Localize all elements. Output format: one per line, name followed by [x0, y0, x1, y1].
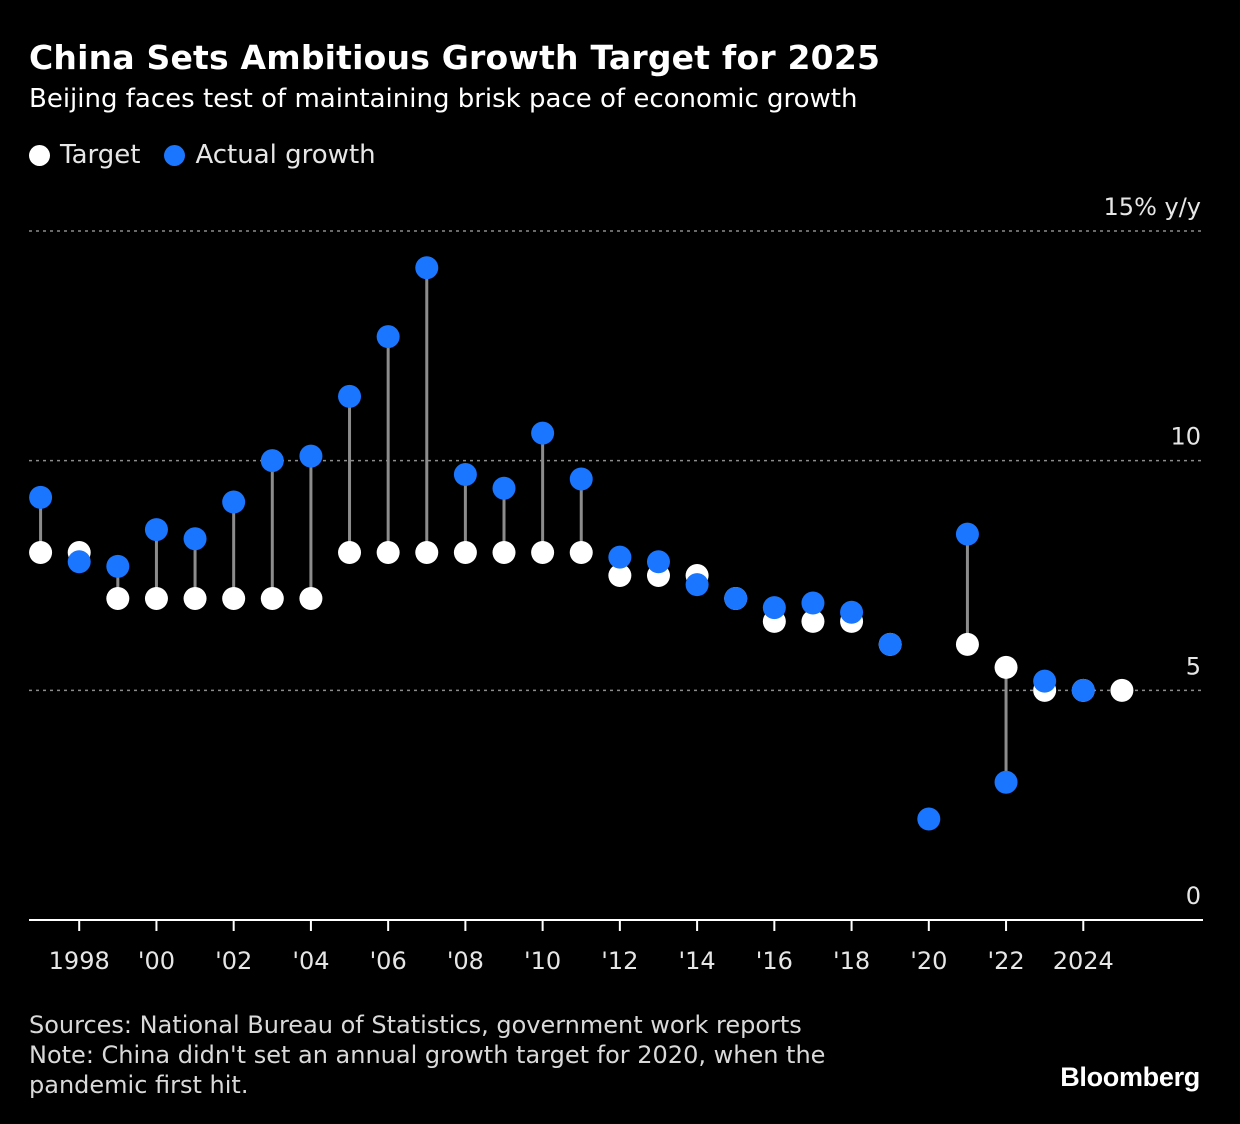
actual-point-2011 [569, 467, 593, 491]
grid-lines [29, 230, 1203, 692]
data-points [29, 256, 1134, 831]
bloomberg-logo: Bloomberg [1060, 1062, 1200, 1092]
legend-item-target: Target [29, 140, 140, 170]
target-point-2010 [531, 541, 555, 565]
target-point-2001 [183, 586, 207, 610]
x-tick-label-2018: '18 [833, 947, 870, 975]
x-tick-label-2004: '04 [292, 947, 329, 975]
actual-point-2012 [608, 545, 632, 569]
x-tick-label-2022: '22 [987, 947, 1024, 975]
x-tick-label-2020: '20 [910, 947, 947, 975]
x-axis: 1998 '00 '02 '04 '06 '08 '10 '12 '14 '16 '18 '20 '22… [29, 919, 1203, 975]
y-tick-label-0: 0 [1186, 882, 1201, 910]
actual-point-2019 [878, 632, 902, 656]
note-line-2: pandemic first hit. [29, 1071, 249, 1099]
legend-label-target: Target [60, 140, 141, 170]
target-point-1997 [29, 541, 53, 565]
actual-point-2005 [338, 384, 362, 408]
actual-point-2015 [724, 586, 748, 610]
actual-point-2008 [453, 462, 477, 486]
actual-point-2006 [376, 325, 400, 349]
legend-item-actual: Actual growth [164, 140, 376, 170]
x-tick-label-2002: '02 [215, 947, 252, 975]
target-point-2006 [376, 541, 400, 565]
x-tick-label-2024: 2024 [1053, 947, 1114, 975]
target-point-2025 [1110, 678, 1134, 702]
y-tick-label-5: 5 [1186, 652, 1201, 680]
chart-footer: Sources: National Bureau of Statistics, … [29, 1010, 825, 1100]
target-point-2002 [222, 586, 246, 610]
actual-point-2002 [222, 490, 246, 514]
actual-point-2007 [415, 256, 439, 280]
target-point-2004 [299, 586, 323, 610]
target-point-2005 [338, 541, 362, 565]
actual-point-2021 [955, 522, 979, 546]
x-tick-label-2016: '16 [756, 947, 793, 975]
sources-note: Sources: National Bureau of Statistics, … [29, 1011, 802, 1039]
y-axis-labels: 0 5 10 15% y/y [1104, 193, 1201, 910]
actual-point-2018 [840, 600, 864, 624]
target-point-2017 [801, 609, 825, 633]
x-tick-label-1998: 1998 [49, 947, 110, 975]
actual-point-2013 [646, 550, 670, 574]
actual-point-2016 [762, 596, 786, 620]
chart-legend: Target Actual growth [29, 140, 400, 170]
x-tick-label-2014: '14 [679, 947, 716, 975]
actual-point-2014 [685, 573, 709, 597]
actual-point-2009 [492, 476, 516, 500]
actual-point-2023 [1033, 669, 1057, 693]
target-point-2009 [492, 541, 516, 565]
target-point-2000 [144, 586, 168, 610]
actual-point-1998 [67, 550, 91, 574]
legend-swatch-actual [164, 144, 186, 166]
x-tick-label-2006: '06 [370, 947, 407, 975]
target-point-2007 [415, 541, 439, 565]
actual-point-2001 [183, 527, 207, 551]
actual-point-1999 [106, 554, 130, 578]
x-tick-label-2000: '00 [138, 947, 175, 975]
actual-point-2000 [144, 518, 168, 542]
actual-point-1997 [29, 485, 53, 509]
actual-point-2017 [801, 591, 825, 615]
dot-plot-chart: 0 5 10 15% y/y 1998 '00 '02 '04 '06 '08 '10 '12 '14… [29, 193, 1203, 975]
x-tick-label-2010: '10 [524, 947, 561, 975]
target-point-2003 [260, 586, 284, 610]
legend-swatch-target [29, 144, 50, 166]
target-point-2021 [955, 632, 979, 656]
x-tick-label-2008: '08 [447, 947, 484, 975]
target-point-2011 [569, 541, 593, 565]
y-tick-label-15: 15% y/y [1104, 193, 1201, 221]
note-line-1: Note: China didn't set an annual growth … [29, 1041, 826, 1069]
actual-point-2004 [299, 444, 323, 468]
actual-point-2010 [531, 421, 555, 445]
actual-point-2022 [994, 770, 1018, 794]
x-tick-label-2012: '12 [601, 947, 638, 975]
actual-point-2024 [1071, 678, 1095, 702]
chart-title: China Sets Ambitious Growth Target for 2… [29, 38, 881, 77]
stems [39, 267, 1047, 783]
target-point-1999 [106, 586, 130, 610]
chart-subtitle: Beijing faces test of maintaining brisk … [29, 84, 858, 114]
legend-label-actual: Actual growth [195, 140, 376, 170]
target-point-2022 [994, 655, 1018, 679]
target-point-2008 [453, 541, 477, 565]
y-tick-label-10: 10 [1170, 423, 1201, 451]
actual-point-2020 [917, 807, 941, 831]
actual-point-2003 [260, 449, 284, 473]
target-point-2012 [608, 564, 632, 587]
